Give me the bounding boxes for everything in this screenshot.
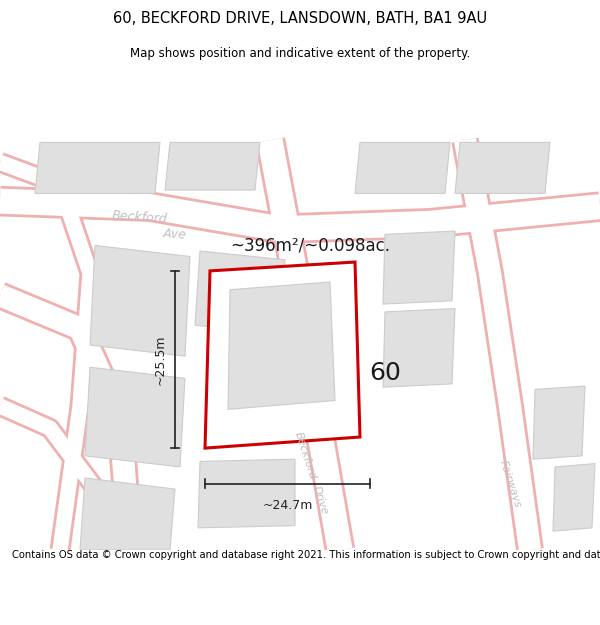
Polygon shape xyxy=(205,262,360,448)
Text: ~24.7m: ~24.7m xyxy=(262,499,313,512)
Polygon shape xyxy=(80,478,175,550)
Text: 60, BECKFORD DRIVE, LANSDOWN, BATH, BA1 9AU: 60, BECKFORD DRIVE, LANSDOWN, BATH, BA1 … xyxy=(113,11,487,26)
Text: Contains OS data © Crown copyright and database right 2021. This information is : Contains OS data © Crown copyright and d… xyxy=(12,550,600,560)
Polygon shape xyxy=(228,282,335,409)
Text: Beckford: Beckford xyxy=(112,209,168,226)
Text: Ave: Ave xyxy=(163,227,187,242)
Polygon shape xyxy=(383,309,455,388)
Polygon shape xyxy=(165,142,260,190)
Polygon shape xyxy=(198,459,295,528)
Polygon shape xyxy=(533,386,585,459)
Text: Drive: Drive xyxy=(311,484,329,516)
Polygon shape xyxy=(553,464,595,531)
Polygon shape xyxy=(455,142,550,193)
Polygon shape xyxy=(383,231,455,304)
Text: ~25.5m: ~25.5m xyxy=(154,334,167,385)
Text: 60: 60 xyxy=(369,361,401,385)
Polygon shape xyxy=(355,142,450,193)
Text: Fairways: Fairways xyxy=(497,459,523,509)
Polygon shape xyxy=(90,246,190,356)
Polygon shape xyxy=(35,142,160,193)
Text: Map shows position and indicative extent of the property.: Map shows position and indicative extent… xyxy=(130,47,470,59)
Text: Beckford: Beckford xyxy=(293,431,317,481)
Polygon shape xyxy=(195,251,285,334)
Text: ~396m²/~0.098ac.: ~396m²/~0.098ac. xyxy=(230,236,390,254)
Polygon shape xyxy=(85,368,185,467)
